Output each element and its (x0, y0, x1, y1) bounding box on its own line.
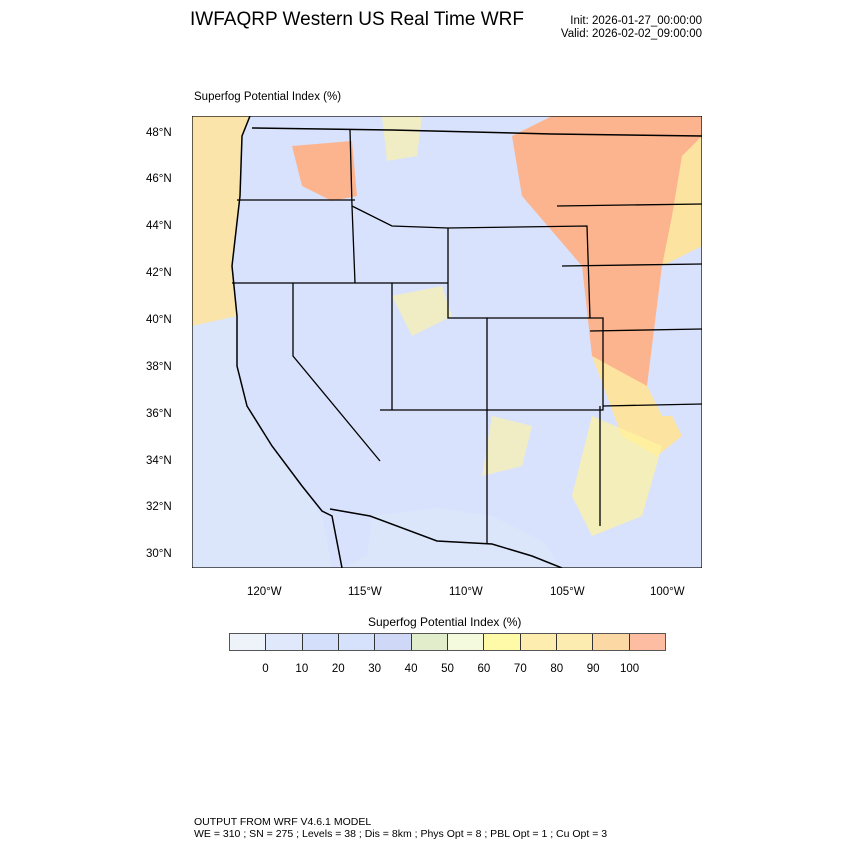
colorbar-label: 50 (441, 663, 454, 675)
mexico-border (329, 508, 563, 568)
co-border (487, 317, 604, 411)
colorbar-box (411, 634, 448, 650)
colorbar-box (629, 634, 665, 650)
map-panel (192, 116, 702, 568)
colorbar-label: 80 (550, 663, 564, 675)
lon-tick-label: 120°W (247, 586, 282, 598)
coastal-fog-band (192, 116, 250, 326)
colorbar-label: 70 (513, 663, 527, 675)
colorbar-label: 100 (619, 663, 640, 675)
high-index-region-northwest (292, 141, 357, 201)
valid-time: Valid: 2026-02-02_09:00:00 (560, 28, 702, 40)
lat-tick-label: 38°N (146, 361, 172, 373)
mt-south-border (351, 205, 449, 229)
colorbar-label: 0 (262, 663, 269, 675)
colorbar-label: 20 (331, 663, 345, 675)
lon-tick-label: 100°W (650, 586, 685, 598)
colorbar-label: 30 (368, 663, 382, 675)
lat-tick-label: 36°N (146, 408, 172, 420)
colorbar-label: 40 (404, 663, 418, 675)
field-label: Superfog Potential Index (%) (194, 91, 342, 103)
ks-ok-border (602, 403, 702, 407)
lat-tick-label: 46°N (146, 173, 172, 185)
footer-options: WE = 310 ; SN = 275 ; Levels = 38 ; Dis … (194, 828, 608, 840)
colorbar-label: 90 (586, 663, 600, 675)
footer-model: OUTPUT FROM WRF V4.6.1 MODEL (194, 816, 372, 828)
plot-title: IWFAQRP Western US Real Time WRF (190, 9, 524, 30)
yellow-region-montana (382, 116, 422, 161)
yellow-region-texas (572, 416, 662, 536)
colorbar-label: 60 (477, 663, 491, 675)
lat-tick-label: 48°N (146, 127, 172, 139)
colorbar-box (484, 634, 521, 650)
colorbar-box (266, 634, 303, 650)
moderate-region-plains (592, 356, 682, 456)
lat-tick-label: 30°N (146, 548, 172, 560)
colorbar-box (375, 634, 412, 650)
colorbar-label: 10 (295, 663, 309, 675)
lat-tick-label: 40°N (146, 314, 172, 326)
colorbar-box (338, 634, 376, 650)
sd-ne-border (561, 263, 702, 267)
moderate-region-east (662, 136, 702, 266)
lat-tick-label: 34°N (146, 455, 172, 467)
yellow-region-nm (482, 416, 532, 476)
colorbar-box (447, 634, 485, 650)
colorbar-box (230, 634, 267, 650)
high-index-region-plains (512, 116, 702, 396)
colorbar-box (593, 634, 630, 650)
lon-tick-label: 110°W (449, 586, 483, 598)
wy-border (447, 225, 591, 319)
yellow-region-wyoming (392, 286, 452, 336)
ne-ks-border (589, 328, 702, 332)
lat-tick-label: 32°N (146, 501, 172, 513)
lon-tick-label: 105°W (550, 586, 585, 598)
coastline (231, 116, 343, 568)
init-time: Init: 2026-01-27_00:00:00 (570, 15, 702, 27)
colorbar-title: Superfog Potential Index (%) (368, 615, 522, 629)
colorbar-box (302, 634, 339, 650)
colorbar (229, 633, 666, 651)
lat-tick-label: 42°N (146, 267, 172, 279)
ca-nv-border (292, 283, 381, 462)
lat-tick-label: 44°N (146, 220, 172, 232)
canada-border (251, 127, 702, 137)
nd-sd-border (556, 203, 702, 207)
colorbar-box (520, 634, 557, 650)
lon-tick-label: 115°W (348, 586, 382, 598)
colorbar-box (556, 634, 594, 650)
